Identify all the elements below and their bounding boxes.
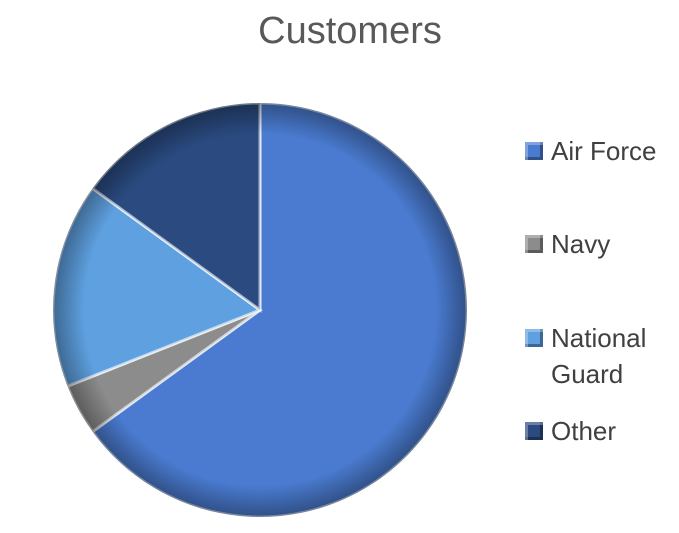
legend-label: Other: [551, 416, 617, 446]
legend-label: National Guard: [551, 323, 647, 389]
legend-swatch: [525, 235, 543, 253]
legend-item: Navy: [525, 226, 675, 262]
legend-item: National Guard: [525, 320, 675, 392]
legend-swatch: [525, 142, 543, 160]
legend-item: Other: [525, 413, 675, 449]
legend-label: Air Force: [551, 136, 657, 166]
legend-item: Air Force: [525, 133, 675, 169]
chart-title: Customers: [258, 10, 442, 52]
pie-shading: [53, 103, 467, 517]
legend-label: Navy: [551, 229, 611, 259]
legend-swatch: [525, 422, 543, 440]
legend-swatch: [525, 329, 543, 347]
